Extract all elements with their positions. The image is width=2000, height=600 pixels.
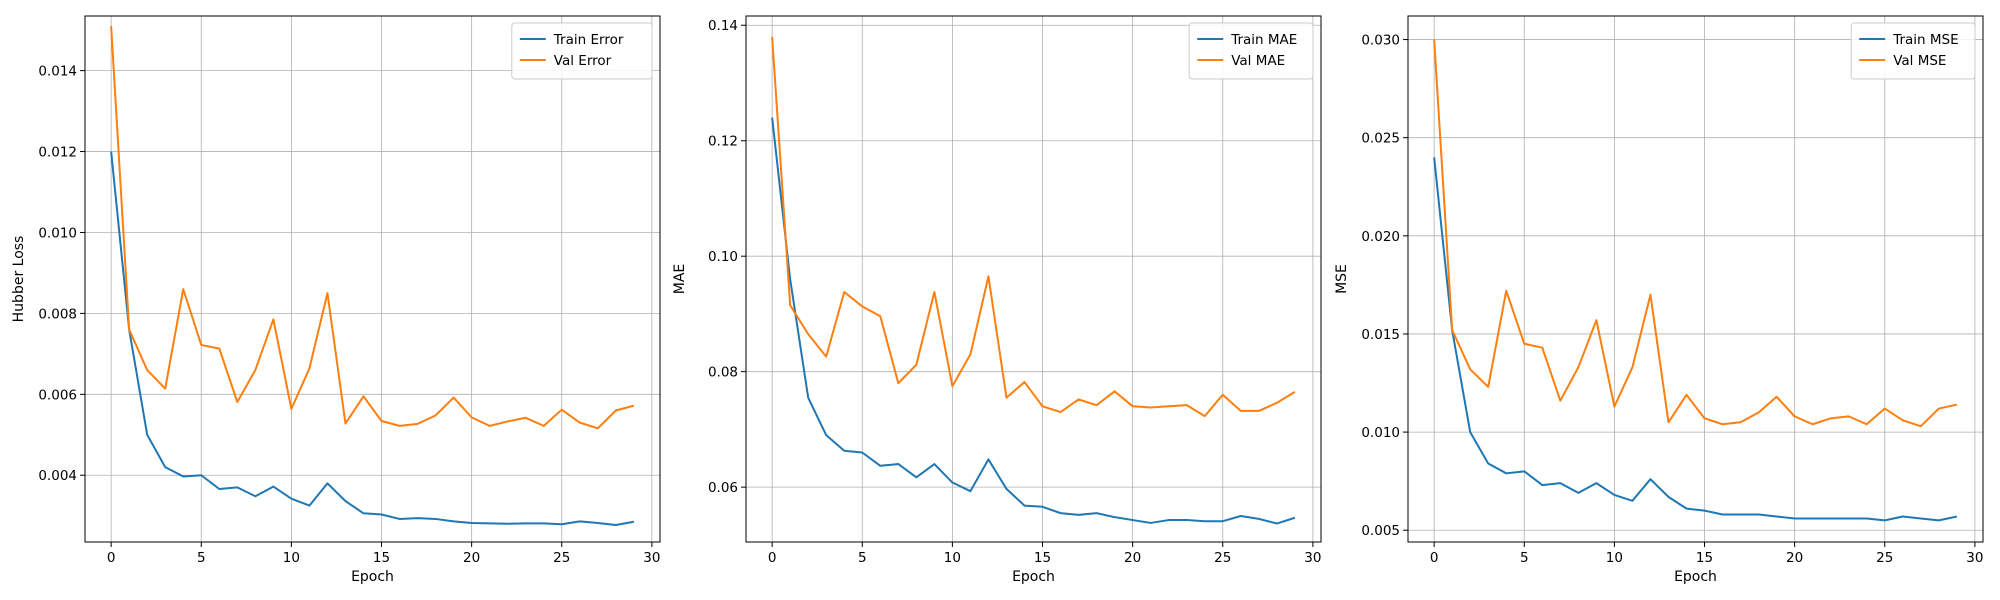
x-axis-label: Epoch [351, 569, 394, 585]
legend-label: Val MAE [1231, 53, 1285, 69]
x-tick-label: 25 [1876, 550, 1893, 566]
y-tick-label: 0.015 [1361, 327, 1400, 343]
x-tick-label: 20 [463, 550, 480, 566]
x-tick-label: 0 [768, 550, 777, 566]
y-axis-label: MSE [1334, 264, 1350, 294]
y-tick-label: 0.08 [708, 365, 738, 381]
x-tick-label: 25 [1214, 550, 1231, 566]
y-tick-label: 0.010 [38, 225, 77, 241]
x-axis-label: Epoch [1012, 569, 1055, 585]
legend-box [511, 22, 653, 80]
y-tick-label: 0.010 [1361, 425, 1400, 441]
series-line-train-error [110, 151, 635, 527]
y-tick-label: 0.14 [708, 18, 738, 34]
x-tick-label: 0 [1430, 550, 1439, 566]
series-line-val-mse [1433, 39, 1958, 428]
legend-label: Train MAE [1230, 32, 1297, 48]
x-tick-label: 30 [1304, 550, 1321, 566]
legend-label: Train Error [553, 32, 624, 48]
legend-label: Val MSE [1893, 53, 1946, 69]
y-axis-label: MAE [672, 264, 688, 295]
y-tick-label: 0.014 [38, 64, 77, 80]
x-tick-label: 15 [1034, 550, 1051, 566]
x-tick-label: 5 [197, 550, 206, 566]
x-tick-label: 20 [1124, 550, 1141, 566]
legend-box [1188, 22, 1314, 80]
y-tick-label: 0.005 [1361, 523, 1400, 539]
x-tick-label: 20 [1786, 550, 1803, 566]
chart-panel-1: 0 5 10 15 20 25 30 0.004 0.006 0.008 0.010 0.012 0.0… [11, 15, 661, 585]
plot-frame [84, 15, 661, 543]
legend-label: Val Error [554, 53, 612, 69]
y-tick-label: 0.030 [1361, 33, 1400, 49]
y-tick-label: 0.025 [1361, 131, 1400, 147]
x-tick-label: 25 [553, 550, 570, 566]
plot-frame [1407, 15, 1984, 543]
legend-label: Train MSE [1892, 32, 1958, 48]
y-tick-label: 0.008 [38, 306, 77, 322]
x-tick-label: 15 [1696, 550, 1713, 566]
x-tick-label: 10 [283, 550, 300, 566]
y-axis-label: Hubber Loss [11, 236, 27, 323]
x-axis-label: Epoch [1674, 569, 1717, 585]
x-tick-label: 0 [107, 550, 116, 566]
x-tick-label: 30 [643, 550, 660, 566]
chart-panel-2: 0 5 10 15 20 25 30 0.06 0.08 0.10 0.12 0.14 Epoch MAE… [672, 15, 1322, 585]
x-tick-label: 10 [1606, 550, 1623, 566]
x-tick-label: 30 [1966, 550, 1983, 566]
x-tick-label: 10 [944, 550, 961, 566]
series-line-val-error [110, 26, 635, 430]
series-line-train-mae [771, 117, 1296, 525]
y-tick-label: 0.06 [708, 480, 738, 496]
series-line-train-mse [1433, 157, 1958, 522]
y-tick-label: 0.10 [708, 249, 738, 265]
x-tick-label: 5 [858, 550, 867, 566]
series-line-val-mae [771, 36, 1296, 418]
chart-panel-3: 0 5 10 15 20 25 30 0.005 0.010 0.015 0.020 0.025 0.0… [1334, 15, 1984, 585]
y-tick-label: 0.020 [1361, 229, 1400, 245]
y-tick-label: 0.006 [38, 387, 77, 403]
y-tick-label: 0.12 [708, 134, 738, 150]
x-tick-label: 5 [1520, 550, 1529, 566]
x-tick-label: 15 [373, 550, 390, 566]
legend-box [1850, 22, 1976, 80]
y-tick-label: 0.012 [38, 145, 77, 161]
plot-frame [745, 15, 1322, 543]
y-tick-label: 0.004 [38, 468, 77, 484]
